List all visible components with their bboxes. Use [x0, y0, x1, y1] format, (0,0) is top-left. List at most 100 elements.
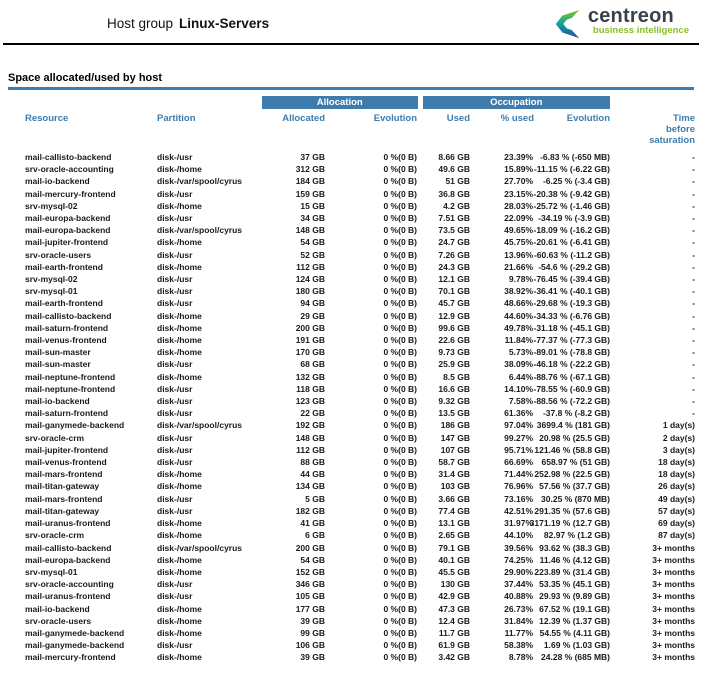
cell-allocation-evolution: 0 %(0 B) — [383, 481, 418, 492]
cell-occupation-evolution: -37.8 % (-8.2 GB) — [542, 408, 611, 419]
cell-occupation-evolution: -18.09 % (-16.2 GB) — [533, 225, 611, 236]
cell-allocated: 68 GB — [300, 359, 325, 370]
cell-used-percent: 27.70% — [504, 176, 534, 187]
cell-partition: disk-/usr — [157, 396, 193, 407]
cell-allocation-evolution: 0 %(0 B) — [383, 371, 418, 382]
cell-occupation-evolution: 3171.19 % (12.7 GB) — [529, 518, 611, 529]
cell-allocated: 200 GB — [295, 542, 325, 553]
cell-allocation-evolution: 0 %(0 B) — [383, 554, 418, 565]
table-row: mail-neptune-frontend disk-/home 132 GB … — [8, 371, 698, 383]
cell-time-before-saturation: - — [692, 359, 696, 370]
cell-allocated: 41 GB — [300, 518, 325, 529]
cell-used-percent: 42.51% — [504, 505, 534, 516]
table-row: mail-callisto-backend disk-/var/spool/cy… — [8, 542, 698, 554]
cell-partition: disk-/home — [157, 518, 202, 529]
cell-resource: mail-uranus-frontend — [25, 518, 111, 529]
cell-used-percent: 45.75% — [504, 237, 534, 248]
cell-partition: disk-/home — [157, 652, 202, 663]
cell-allocation-evolution: 0 %(0 B) — [383, 591, 418, 602]
cell-used: 7.51 GB — [438, 213, 471, 224]
cell-time-before-saturation: - — [692, 176, 696, 187]
cell-partition: disk-/home — [157, 627, 202, 638]
table-column-header-row: Resource Partition Allocated Evolution U… — [8, 109, 698, 151]
cell-occupation-evolution: -29.68 % (-19.3 GB) — [533, 298, 611, 309]
cell-time-before-saturation: - — [692, 298, 696, 309]
cell-resource: srv-mysql-02 — [25, 274, 78, 285]
cell-partition: disk-/usr — [157, 188, 193, 199]
cell-allocated: 37 GB — [300, 152, 325, 162]
cell-allocation-evolution: 0 %(0 B) — [383, 432, 418, 443]
cell-resource: mail-mars-frontend — [25, 469, 103, 480]
cell-used-percent: 11.77% — [504, 627, 534, 638]
cell-allocated: 112 GB — [296, 261, 325, 272]
table-row: mail-mars-frontend disk-/usr 5 GB 0 %(0 … — [8, 493, 698, 505]
cell-occupation-evolution: 252.98 % (22.5 GB) — [534, 469, 611, 480]
table-row: mail-mercury-frontend disk-/home 39 GB 0… — [8, 651, 698, 663]
cell-time-before-saturation: - — [692, 371, 696, 382]
cell-used: 130 GB — [440, 579, 471, 590]
cell-occupation-evolution: -77.37 % (-77.3 GB) — [533, 335, 611, 346]
cell-time-before-saturation: - — [692, 225, 696, 236]
cell-resource: srv-mysql-01 — [25, 566, 78, 577]
cell-used-percent: 23.15% — [504, 188, 534, 199]
cell-occupation-evolution: -31.18 % (-45.1 GB) — [533, 322, 611, 333]
cell-allocation-evolution: 0 %(0 B) — [383, 310, 418, 321]
cell-partition: disk-/usr — [157, 408, 193, 419]
cell-allocated: 118 GB — [296, 383, 325, 394]
cell-resource: mail-earth-frontend — [25, 261, 103, 272]
table-row: mail-neptune-frontend disk-/usr 118 GB 0… — [8, 383, 698, 395]
table-row: mail-titan-gateway disk-/usr 182 GB 0 %(… — [8, 505, 698, 517]
cell-allocated: 191 GB — [295, 335, 325, 346]
table-row: mail-saturn-frontend disk-/usr 22 GB 0 %… — [8, 407, 698, 419]
cell-allocation-evolution: 0 %(0 B) — [383, 542, 418, 553]
cell-resource: srv-oracle-users — [25, 615, 92, 626]
cell-used-percent: 38.09% — [504, 359, 534, 370]
cell-allocation-evolution: 0 %(0 B) — [383, 627, 418, 638]
cell-resource: mail-titan-gateway — [25, 505, 100, 516]
cell-partition: disk-/usr — [157, 493, 193, 504]
cell-time-before-saturation: 87 day(s) — [658, 530, 696, 541]
cell-used: 77.4 GB — [438, 505, 471, 516]
cell-time-before-saturation: - — [692, 286, 696, 297]
cell-resource: mail-io-backend — [25, 176, 90, 187]
table-row: mail-europa-backend disk-/var/spool/cyru… — [8, 224, 698, 236]
cell-allocation-evolution: 0 %(0 B) — [383, 420, 418, 431]
table-row: srv-oracle-users disk-/usr 52 GB 0 %(0 B… — [8, 249, 698, 261]
cell-allocated: 170 GB — [295, 347, 325, 358]
cell-allocation-evolution: 0 %(0 B) — [383, 200, 418, 211]
cell-allocated: 148 GB — [295, 432, 325, 443]
cell-used: 8.66 GB — [438, 152, 471, 162]
cell-partition: disk-/home — [157, 310, 202, 321]
col-header-resource: Resource — [25, 113, 69, 124]
page-title-group-name: Linux-Servers — [179, 16, 270, 31]
cell-partition: disk-/home — [157, 347, 202, 358]
cell-allocation-evolution: 0 %(0 B) — [383, 335, 418, 346]
cell-used: 58.7 GB — [438, 457, 471, 468]
cell-partition: disk-/home — [157, 603, 202, 614]
cell-used-percent: 37.44% — [504, 579, 534, 590]
cell-used: 103 GB — [440, 481, 471, 492]
cell-allocation-evolution: 0 %(0 B) — [383, 652, 418, 663]
cell-partition: disk-/home — [157, 554, 202, 565]
cell-time-before-saturation: - — [692, 396, 696, 407]
cell-partition: disk-/home — [157, 615, 202, 626]
cell-allocation-evolution: 0 %(0 B) — [383, 188, 418, 199]
cell-allocated: 184 GB — [295, 176, 325, 187]
cell-occupation-evolution: -60.63 % (-11.2 GB) — [533, 249, 611, 260]
cell-partition: disk-/var/spool/cyrus — [157, 225, 243, 236]
cell-allocated: 52 GB — [300, 249, 325, 260]
cell-partition: disk-/home — [157, 566, 202, 577]
cell-allocated: 152 GB — [295, 566, 325, 577]
col-header-used: Used — [446, 113, 471, 124]
cell-used-percent: 5.73% — [508, 347, 534, 358]
cell-occupation-evolution: 93.62 % (38.3 GB) — [539, 542, 611, 553]
cell-allocated: 112 GB — [296, 444, 325, 455]
table-row: mail-saturn-frontend disk-/home 200 GB 0… — [8, 322, 698, 334]
cell-allocated: 148 GB — [295, 225, 325, 236]
cell-time-before-saturation: - — [692, 164, 696, 175]
cell-time-before-saturation: 3+ months — [652, 579, 696, 590]
group-header-occupation: Occupation — [417, 96, 615, 109]
col-header-time-before-saturation: Time before saturation — [649, 113, 696, 146]
cell-allocated: 134 GB — [295, 481, 325, 492]
cell-used-percent: 76.96% — [504, 481, 534, 492]
